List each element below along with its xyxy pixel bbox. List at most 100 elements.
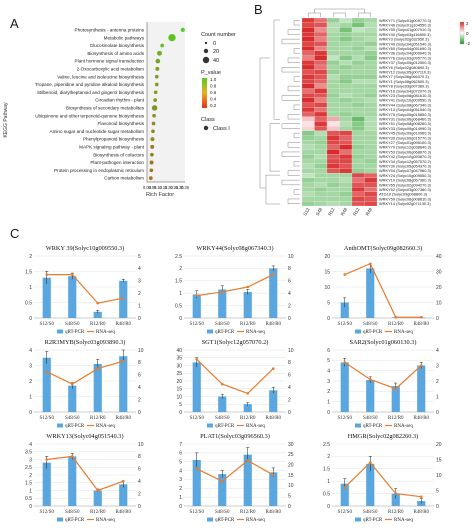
qpcr-left-tick-label: 1 — [179, 495, 182, 501]
panel-c-qpcr-charts: WRKY 39(Solyc10g009550.3)00.511.52012345… — [25, 245, 442, 523]
qpcr-category-label: S12/S0 — [40, 322, 55, 327]
heatmap-cell — [364, 182, 378, 188]
heatmap-cell — [351, 158, 365, 164]
dendrogram-cluster — [269, 123, 280, 172]
qpcr-left-tick-label: 6 — [179, 451, 182, 457]
heatmap-column-label: R48 — [340, 207, 349, 217]
heatmap-column-labels: S12 S48 R12 R48 R12 R48 — [302, 207, 373, 217]
heatmap-cell — [339, 55, 353, 61]
heatmap-cell — [301, 36, 315, 42]
heatmap-cell — [326, 41, 340, 47]
heatmap-cell — [301, 154, 315, 160]
qpcr-category-label: R12/R0 — [90, 322, 106, 327]
heatmap-cell — [364, 46, 378, 51]
qpcr-right-tick-label: 10 — [288, 348, 294, 354]
qpcr-right-tick-label: 0 — [138, 504, 141, 510]
heatmap-cell — [351, 83, 365, 89]
qpcr-right-tick-label: 4 — [138, 385, 141, 391]
heatmap-cell — [301, 64, 315, 70]
panel-a-pathway-label: Protein processing in endoplasmic reticu… — [54, 168, 144, 173]
qpcr-right-tick-label: 20 — [436, 285, 442, 291]
qpcr-category-label: R48/R0 — [115, 416, 131, 421]
heatmap-cell — [301, 168, 315, 174]
dendrogram-branch — [287, 170, 300, 176]
qpcr-category-label: R48/R0 — [265, 322, 281, 327]
qpcr-legend-bar-swatch — [355, 517, 361, 522]
heatmap-cell — [314, 149, 328, 155]
qpcr-bar — [366, 463, 375, 506]
heatmap-cell — [326, 97, 340, 103]
heatmap-cell — [301, 182, 315, 188]
heatmap-row-label: WRKY80 (Solyc04g051690.3) — [379, 46, 432, 51]
heatmap-row-label: WRKY37 (Solyc05g012500.3) — [379, 60, 432, 65]
column-dendrogram-branch — [333, 12, 346, 17]
qpcr-left-tick-label: 25 — [176, 371, 182, 377]
heatmap-cell — [364, 154, 378, 160]
qpcr-left-tick-label: 2 — [179, 486, 182, 492]
qpcr-legend-bar-swatch — [207, 329, 213, 334]
qpcr-bar — [68, 385, 77, 412]
heatmap-cell — [314, 36, 328, 42]
heatmap-cell — [351, 107, 365, 113]
qpcr-chart: WRKY13(Solyc04g051540.3) 0 0.5 11.5 2 2.5 33.5… — [25, 433, 144, 523]
column-dendrogram-root — [314, 8, 365, 13]
panel-label-b: B — [254, 2, 263, 17]
legend-count-dot-mid — [203, 48, 209, 54]
qpcr-right-tick-label: 10 — [436, 300, 442, 306]
panel-a-bubble-chart: KEGG Pathway Rich Factor 0.000.050.100.1… — [3, 22, 236, 198]
heatmap-cell — [301, 126, 315, 131]
heatmap-cell — [301, 27, 315, 33]
qpcr-chart-title: PLAT1(Solyc03g096560.3) — [200, 433, 270, 440]
qpcr-rnaseq-point — [96, 489, 100, 492]
qpcr-rnaseq-point — [368, 262, 372, 266]
heatmap-row-label: WRKY75 (Solyc05g015850.3) — [379, 112, 432, 117]
qpcr-legend-bar-label: qRT-PCR — [65, 424, 85, 429]
heatmap-cell — [301, 97, 315, 103]
heatmap-cell — [351, 191, 365, 197]
panel-label-a: A — [10, 16, 19, 31]
heatmap-cell — [301, 17, 315, 23]
qpcr-right-tick-label: 10 — [436, 473, 442, 479]
qpcr-legend-line-label: RNA-seq — [96, 518, 115, 523]
qpcr-bar — [218, 396, 227, 412]
panel-a-point — [150, 144, 155, 149]
panel-a-pathway-label: MAPK signaling pathway - plant — [79, 145, 145, 150]
panel-a-point — [150, 137, 155, 142]
qpcr-bar — [340, 362, 349, 412]
heatmap-cells — [301, 17, 378, 207]
qpcr-right-tick-label: 0 — [436, 410, 439, 416]
heatmap-cell — [339, 154, 353, 160]
panel-a-point — [153, 98, 157, 102]
legend-count-dot-large — [202, 56, 210, 64]
heatmap-cell — [301, 116, 315, 122]
heatmap-cell — [326, 74, 340, 80]
qpcr-right-tick-label: 0 — [288, 410, 291, 416]
qpcr-rnaseq-point — [121, 359, 125, 363]
panel-a-pathway-label: Carbon metabolism — [104, 176, 144, 181]
panel-a-point — [151, 105, 158, 111]
panel-a-x-tick-label: 0.25 — [170, 185, 179, 190]
qpcr-bar — [93, 490, 102, 506]
heatmap-cell — [326, 93, 340, 98]
heatmap-row-label: WRKY70 (Solyc12g038640.3) — [379, 145, 432, 150]
heatmap-row-label: WRKY30 (Solyc05g054370.3) — [379, 163, 432, 168]
heatmap-cell — [351, 177, 365, 183]
heatmap-cell — [364, 121, 378, 127]
qpcr-category-label: R12/R0 — [90, 416, 106, 421]
qpcr-left-tick-label: 1.5 — [323, 467, 330, 473]
qpcr-category-label: S48/S0 — [65, 416, 80, 421]
legend-count-title: Count number — [201, 32, 236, 38]
qpcr-right-tick-label: 5 — [138, 254, 141, 260]
qpcr-left-tick-label: 2 — [327, 389, 330, 395]
qpcr-left-tick-label: 0.5 — [25, 496, 32, 502]
qpcr-category-label: R48/R0 — [413, 322, 429, 327]
heatmap-row-label: WRKY42 (Solyc10g053870.3) — [379, 154, 432, 159]
heatmap-row-label: WRKY46 (Solyc01g104550.3) — [379, 22, 432, 27]
heatmap-row-label: WRKY39 (Solyc09g015770.3) — [379, 135, 432, 140]
qpcr-right-tick-label: 0 — [288, 504, 291, 510]
heatmap-cell — [326, 88, 340, 94]
qpcr-rnaseq-point — [45, 370, 49, 374]
heatmap-column-label: S48 — [315, 207, 324, 217]
qpcr-left-tick-label: 4 — [327, 368, 330, 374]
